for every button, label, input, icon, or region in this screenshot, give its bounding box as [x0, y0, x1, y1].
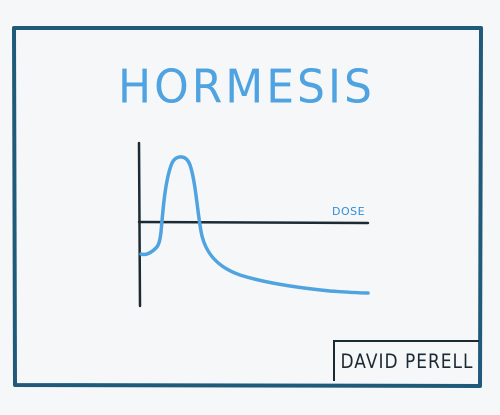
- hormesis-curve: [139, 155, 370, 295]
- author-credit: DAVID PERELL: [340, 350, 474, 373]
- x-axis-label: DOSE: [332, 205, 366, 218]
- diagram-title: HORMESIS: [118, 60, 375, 115]
- x-axis: [137, 220, 370, 225]
- credit-box: DAVID PERELL: [333, 340, 479, 381]
- y-axis: [137, 141, 142, 308]
- outer-frame: [12, 26, 483, 388]
